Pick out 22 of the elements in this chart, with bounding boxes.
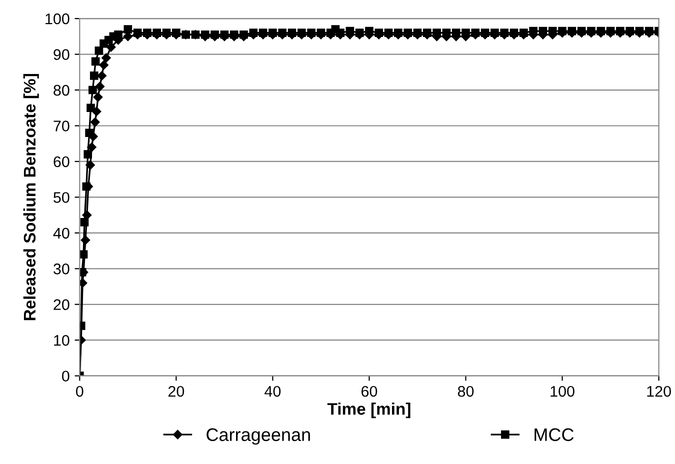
y-tick-label: 30	[54, 264, 70, 274]
x-tick-label: 60	[362, 386, 378, 397]
y-tick-label: 70	[54, 120, 70, 132]
x-tick-label: 80	[458, 386, 474, 397]
x-axis-title: Time [min]	[327, 402, 410, 418]
x-tick-label: 20	[168, 386, 184, 397]
legend-label: Carrageenan	[206, 428, 310, 445]
y-tick-label: 40	[53, 228, 70, 239]
x-tick-label: 120	[647, 386, 671, 397]
y-tick-label: 90	[54, 49, 70, 60]
y-tick-label: 0	[62, 370, 70, 382]
legend-label: MCC	[534, 428, 574, 442]
y-tick-label: 50	[54, 192, 70, 203]
x-tick-label: 0	[76, 386, 84, 397]
x-tick-label: 100	[550, 386, 574, 397]
y-axis-title: Released Sodium Benzoate [%]	[23, 74, 39, 320]
y-tick-label: 100	[46, 13, 70, 24]
x-tick-label: 40	[264, 386, 281, 397]
y-tick-label: 60	[54, 156, 70, 168]
y-tick-label: 20	[54, 299, 70, 310]
y-tick-label: 10	[54, 334, 70, 346]
y-tick-label: 80	[54, 84, 70, 96]
